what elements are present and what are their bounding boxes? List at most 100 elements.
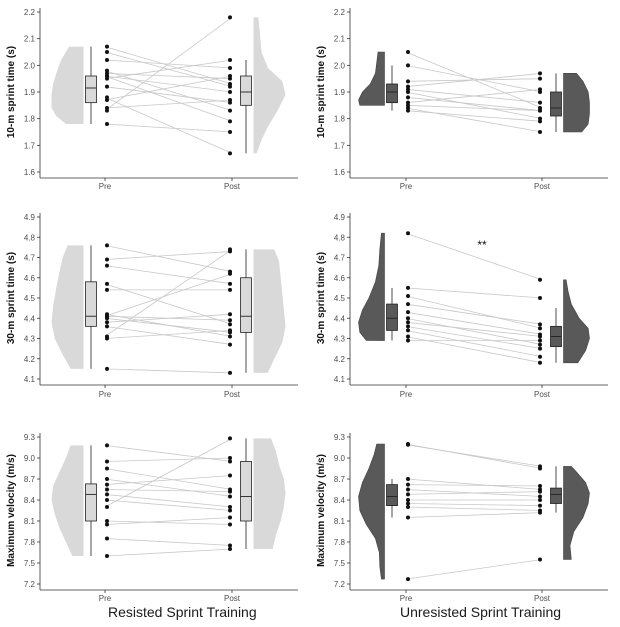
pre-point (406, 302, 410, 307)
pre-point (105, 281, 109, 286)
panel-p10-rst: 1.6 1.7 1.8 1.9 2.0 2.1 2.2 Pre Post 10-m sprint … (6, 8, 298, 191)
y-tick-label: 4.5 (334, 294, 346, 303)
post-point (228, 334, 232, 339)
violin-post (253, 438, 286, 549)
connector-line (104, 368, 233, 374)
pre-point (105, 498, 109, 502)
pre-point (105, 257, 109, 262)
y-tick-label: 4.4 (24, 314, 36, 323)
pre-point (406, 577, 410, 582)
y-tick-label: 7.5 (334, 559, 346, 568)
post-point (228, 84, 232, 89)
x-tick-label-pre: Pre (400, 182, 413, 191)
pre-point (105, 58, 109, 62)
y-tick-label: 4.8 (334, 233, 346, 242)
boxplot-pre-box (85, 281, 97, 327)
pre-point (105, 482, 109, 487)
boxplot-post-box (240, 75, 252, 106)
pre-point (406, 320, 410, 325)
x-tick-label-pre: Pre (99, 594, 112, 603)
pre-point (406, 316, 410, 321)
connector-line (405, 444, 543, 467)
post-point (228, 456, 232, 460)
connector-line (104, 59, 233, 80)
y-tick-label: 4.9 (334, 213, 346, 222)
y-tick-label: 7.2 (24, 580, 36, 589)
post-point (538, 498, 542, 502)
connector-line (104, 72, 233, 80)
group-label-resisted: Resisted Sprint Training (108, 604, 257, 620)
connector-line (405, 512, 543, 518)
boxplot-pre-box (386, 484, 398, 507)
y-tick-label: 2.2 (24, 8, 36, 17)
connector-line (104, 520, 233, 525)
boxplot-post-box (240, 277, 252, 333)
post-point (538, 326, 542, 331)
pre-point (105, 459, 109, 464)
post-point (228, 74, 232, 78)
pre-point (406, 285, 410, 290)
post-point (538, 494, 542, 499)
boxplot-pre-box (386, 303, 398, 331)
post-point (538, 489, 542, 494)
connector-line (104, 273, 233, 317)
post-point (228, 459, 232, 464)
y-tick-label: 9.3 (334, 433, 346, 442)
x-tick-label-post: Post (224, 594, 241, 603)
pre-point (105, 84, 109, 89)
post-point (228, 543, 232, 548)
connector-line (104, 325, 233, 345)
post-point (538, 130, 542, 134)
x-tick-label-pre: Pre (400, 594, 413, 603)
connector-line (405, 72, 543, 88)
violin-pre (358, 232, 385, 341)
y-tick-label: 4.8 (24, 233, 36, 242)
post-point (538, 464, 542, 469)
y-tick-label: 8.7 (24, 475, 36, 484)
y-axis-label: Maximum velocity (m/s) (316, 454, 327, 567)
post-point (228, 90, 232, 94)
connector-line (405, 478, 543, 490)
post-point (228, 247, 232, 252)
connector-line (104, 99, 233, 109)
x-tick-label-post: Post (534, 390, 551, 399)
pre-point (406, 515, 410, 520)
post-point (228, 287, 232, 292)
x-tick-label-post: Post (534, 594, 551, 603)
pre-point (105, 243, 109, 248)
violin-post (253, 249, 286, 373)
pre-point (406, 95, 410, 100)
post-point (538, 76, 542, 81)
connector-line (405, 321, 543, 337)
pre-point (105, 466, 109, 471)
x-tick-label-pre: Pre (400, 390, 413, 399)
post-point (538, 354, 542, 359)
post-point (538, 108, 542, 113)
group-label-unresisted: Unresisted Sprint Training (400, 604, 562, 620)
y-tick-label: 2.0 (334, 61, 346, 70)
connector-line (104, 75, 233, 93)
pre-point (406, 50, 410, 54)
pre-point (105, 443, 109, 448)
post-point (228, 15, 232, 20)
post-point (228, 312, 232, 317)
connector-line (104, 317, 233, 333)
post-point (538, 296, 542, 300)
connector-line (405, 295, 543, 329)
connector-line (104, 475, 233, 485)
y-tick-label: 2.1 (24, 35, 36, 44)
panel-pv-rst: 7.2 7.5 7.8 8.1 8.4 8.7 9.0 9.3 Pre Post Maximum v… (6, 433, 298, 603)
connector-line (104, 538, 233, 546)
post-point (228, 489, 232, 494)
violin-pre (51, 245, 84, 369)
violin-pre (51, 46, 84, 124)
y-tick-label: 2.0 (24, 61, 36, 70)
pre-point (406, 79, 410, 84)
connector-line (104, 283, 233, 325)
post-point (228, 436, 232, 441)
post-point (228, 151, 232, 156)
pre-point (406, 477, 410, 481)
pre-point (105, 554, 109, 558)
pre-point (406, 324, 410, 329)
